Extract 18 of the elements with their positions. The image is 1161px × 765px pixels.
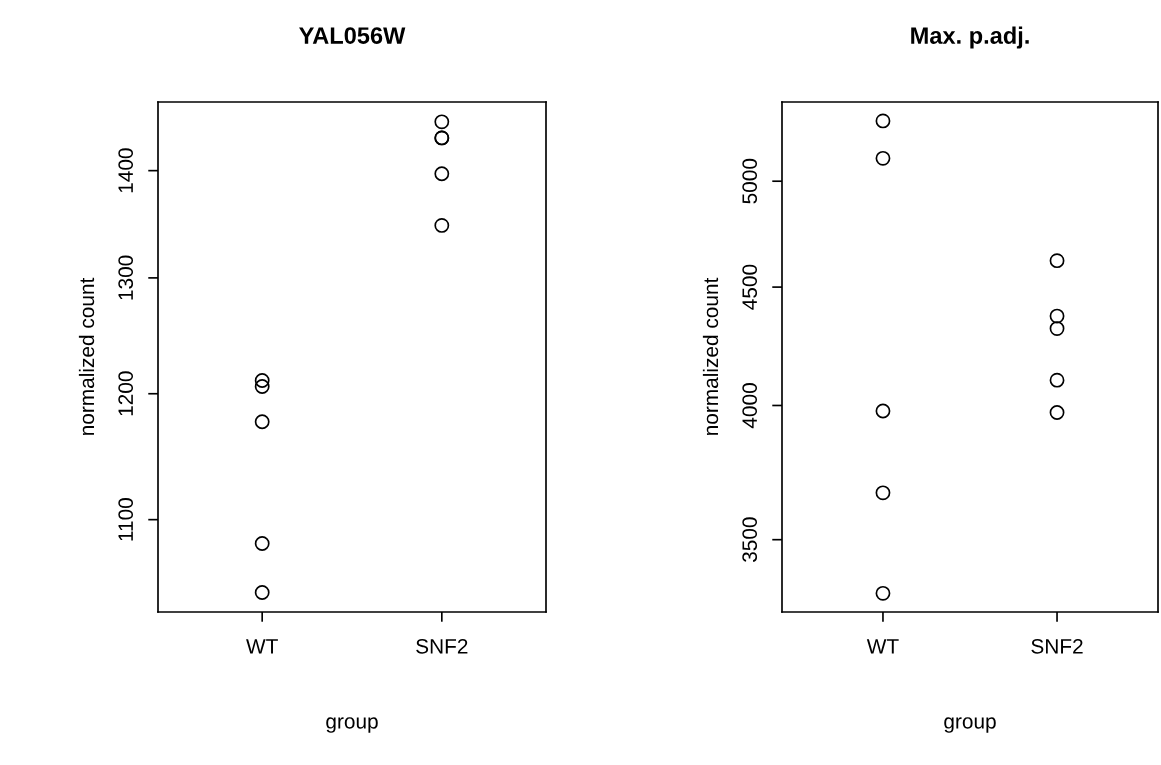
x-axis-title: group <box>944 717 996 733</box>
y-tick-label: 3500 <box>742 517 758 563</box>
x-axis-title: group <box>326 717 378 733</box>
y-tick-label: 1300 <box>118 255 134 300</box>
x-tick-label: SNF2 <box>416 638 468 654</box>
x-tick-label: WT <box>246 639 278 654</box>
y-tick-label: 4500 <box>742 264 758 310</box>
chart-title: Max. p.adj. <box>911 26 1029 49</box>
y-axis-title: normalized count <box>702 277 719 435</box>
y-tick-label: 4000 <box>742 383 758 429</box>
y-tick-label: 1200 <box>118 371 134 416</box>
chart-title: YAL056W <box>299 27 406 44</box>
y-tick-label: 5000 <box>742 158 758 204</box>
y-axis-title: normalized count <box>78 277 95 435</box>
y-tick-label: 1100 <box>118 498 134 541</box>
x-tick-label: SNF2 <box>1031 638 1083 654</box>
y-tick-label: 1400 <box>118 148 134 193</box>
x-tick-label: WT <box>866 639 899 654</box>
